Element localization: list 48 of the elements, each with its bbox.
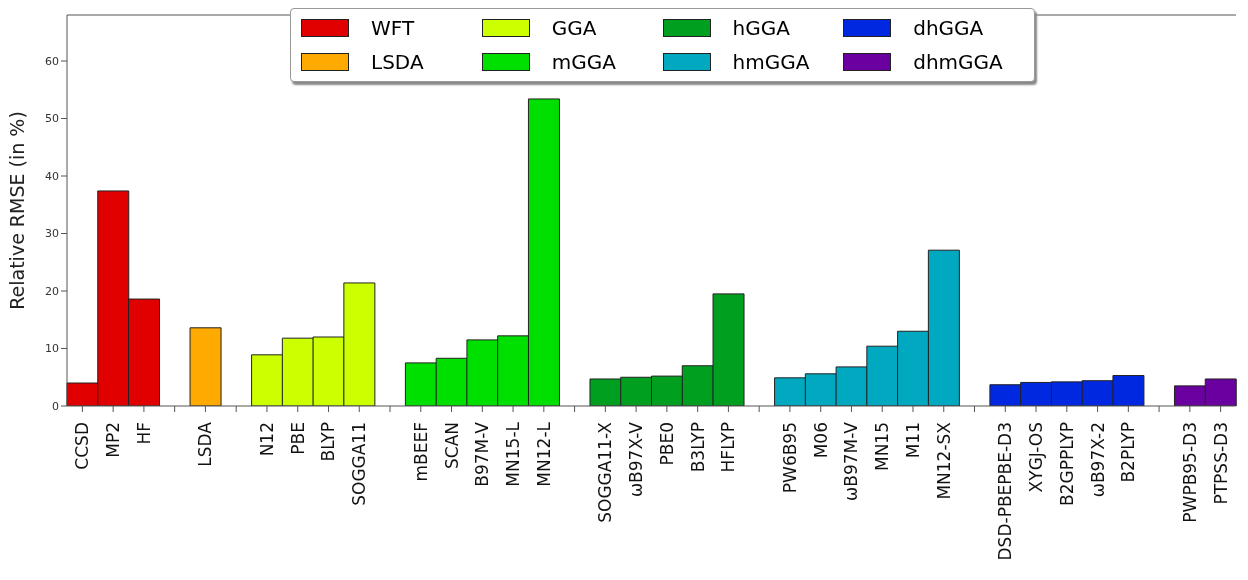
x-tick-label: B2GPPLYP (1056, 422, 1077, 507)
x-tick-label: PW6B95 (779, 422, 800, 494)
x-tick-label: B2PLYP (1118, 422, 1139, 483)
x-tick-label: SOGGA11 (349, 422, 370, 506)
x-tick-label: MN12-SX (933, 421, 954, 500)
x-tick-label: MP2 (103, 422, 124, 458)
x-tick-label: M06 (810, 422, 831, 459)
legend-label: LSDA (371, 50, 424, 74)
y-tick-label: 20 (45, 284, 59, 298)
y-tick-label: 30 (45, 227, 59, 241)
x-tick-label: M11 (902, 422, 923, 459)
y-tick-label: 50 (45, 112, 59, 126)
legend-label: mGGA (551, 50, 616, 74)
x-tick-label: HFLYP (718, 422, 739, 473)
x-tick-label: CCSD (72, 422, 93, 470)
legend-label: GGA (551, 16, 597, 40)
legend-label: WFT (371, 16, 415, 40)
y-tick-label: 60 (45, 54, 59, 68)
x-tick-label: DSD-PBEPBE-D3 (995, 422, 1016, 561)
x-tick-label: B97M-V (472, 421, 493, 487)
legend-label: dhmGGA (913, 50, 1003, 74)
legend-label: hmGGA (732, 50, 810, 74)
x-tick-label: mBEEF (410, 422, 431, 482)
legend-label: hGGA (732, 16, 790, 40)
x-tick-label: BLYP (318, 422, 339, 462)
legend-label: dhGGA (913, 16, 984, 40)
x-tick-label: HF (133, 422, 154, 445)
x-tick-label: N12 (256, 422, 277, 457)
x-tick-label: PBE0 (656, 422, 677, 466)
x-tick-label: MN15-L (503, 421, 524, 487)
x-tick-label: PTPSS-D3 (1210, 422, 1231, 505)
y-axis-title: Relative RMSE (in %) (5, 111, 28, 310)
x-tick-label: XYGJ-OS (1026, 422, 1047, 493)
y-tick-label: 0 (52, 399, 59, 413)
x-tick-label: PBE (287, 422, 308, 455)
x-tick-label: ωB97X-2 (1087, 422, 1108, 498)
x-tick-label: MN12-L (533, 421, 554, 487)
y-tick-label: 10 (45, 342, 59, 356)
x-tick-label: LSDA (195, 421, 216, 467)
x-tick-label: SOGGA11-X (595, 421, 616, 523)
x-tick-label: ωB97X-V (626, 421, 647, 498)
x-tick-label: MN15 (872, 422, 893, 472)
x-tick-label: B3LYP (687, 422, 708, 473)
x-tick-label: PWPB95-D3 (1179, 422, 1200, 523)
y-tick-label: 40 (45, 169, 59, 183)
x-tick-label: ωB97M-V (841, 421, 862, 501)
bar (189, 327, 222, 406)
x-tick-label: SCAN (441, 422, 462, 470)
